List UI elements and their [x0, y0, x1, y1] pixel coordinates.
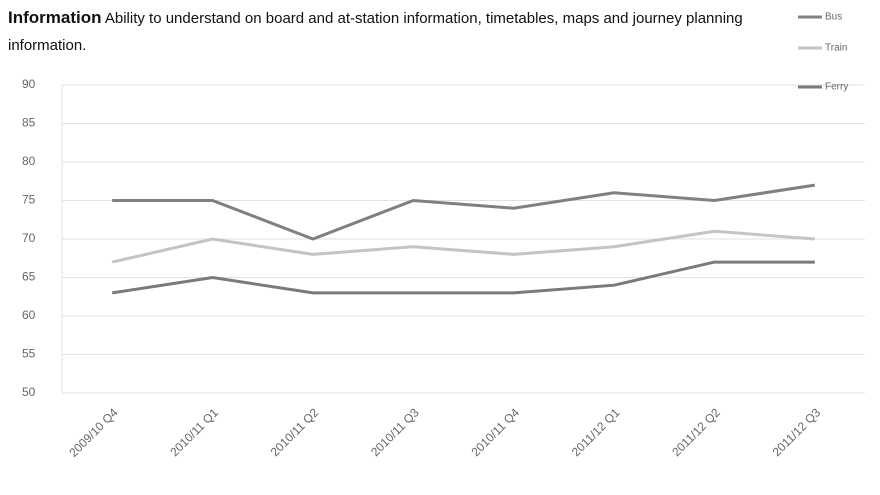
chart-heading: Information Ability to understand on boa… [8, 4, 768, 59]
x-tick-label: 2010/11 Q1 [167, 405, 221, 459]
y-tick-label: 75 [22, 193, 36, 207]
x-tick-label: 2009/10 Q4 [66, 405, 120, 459]
y-tick-label: 70 [22, 231, 36, 245]
y-tick-label: 80 [22, 154, 36, 168]
x-tick-label: 2011/12 Q3 [770, 405, 824, 459]
y-tick-label: 60 [22, 308, 36, 322]
chart-title: Information [8, 8, 102, 27]
series-line [111, 229, 815, 264]
y-tick-label: 90 [22, 77, 36, 91]
y-tick-label: 85 [22, 116, 36, 130]
y-tick-label: 65 [22, 270, 36, 284]
x-tick-label: 2011/12 Q1 [569, 405, 623, 459]
x-tick-label: 2010/11 Q3 [368, 405, 422, 459]
legend-label: Train [825, 43, 847, 54]
series-line [112, 183, 816, 241]
y-tick-label: 55 [22, 347, 36, 361]
x-tick-label: 2010/11 Q2 [268, 405, 322, 459]
x-tick-label: 2010/11 Q4 [468, 405, 522, 459]
y-tick-label: 50 [22, 385, 36, 399]
series-line [111, 260, 815, 295]
legend-label: Ferry [825, 82, 848, 93]
x-tick-label: 2011/12 Q2 [669, 405, 723, 459]
legend-label: Bus [825, 12, 842, 23]
chart-subtitle: Ability to understand on board and at-st… [8, 10, 743, 54]
